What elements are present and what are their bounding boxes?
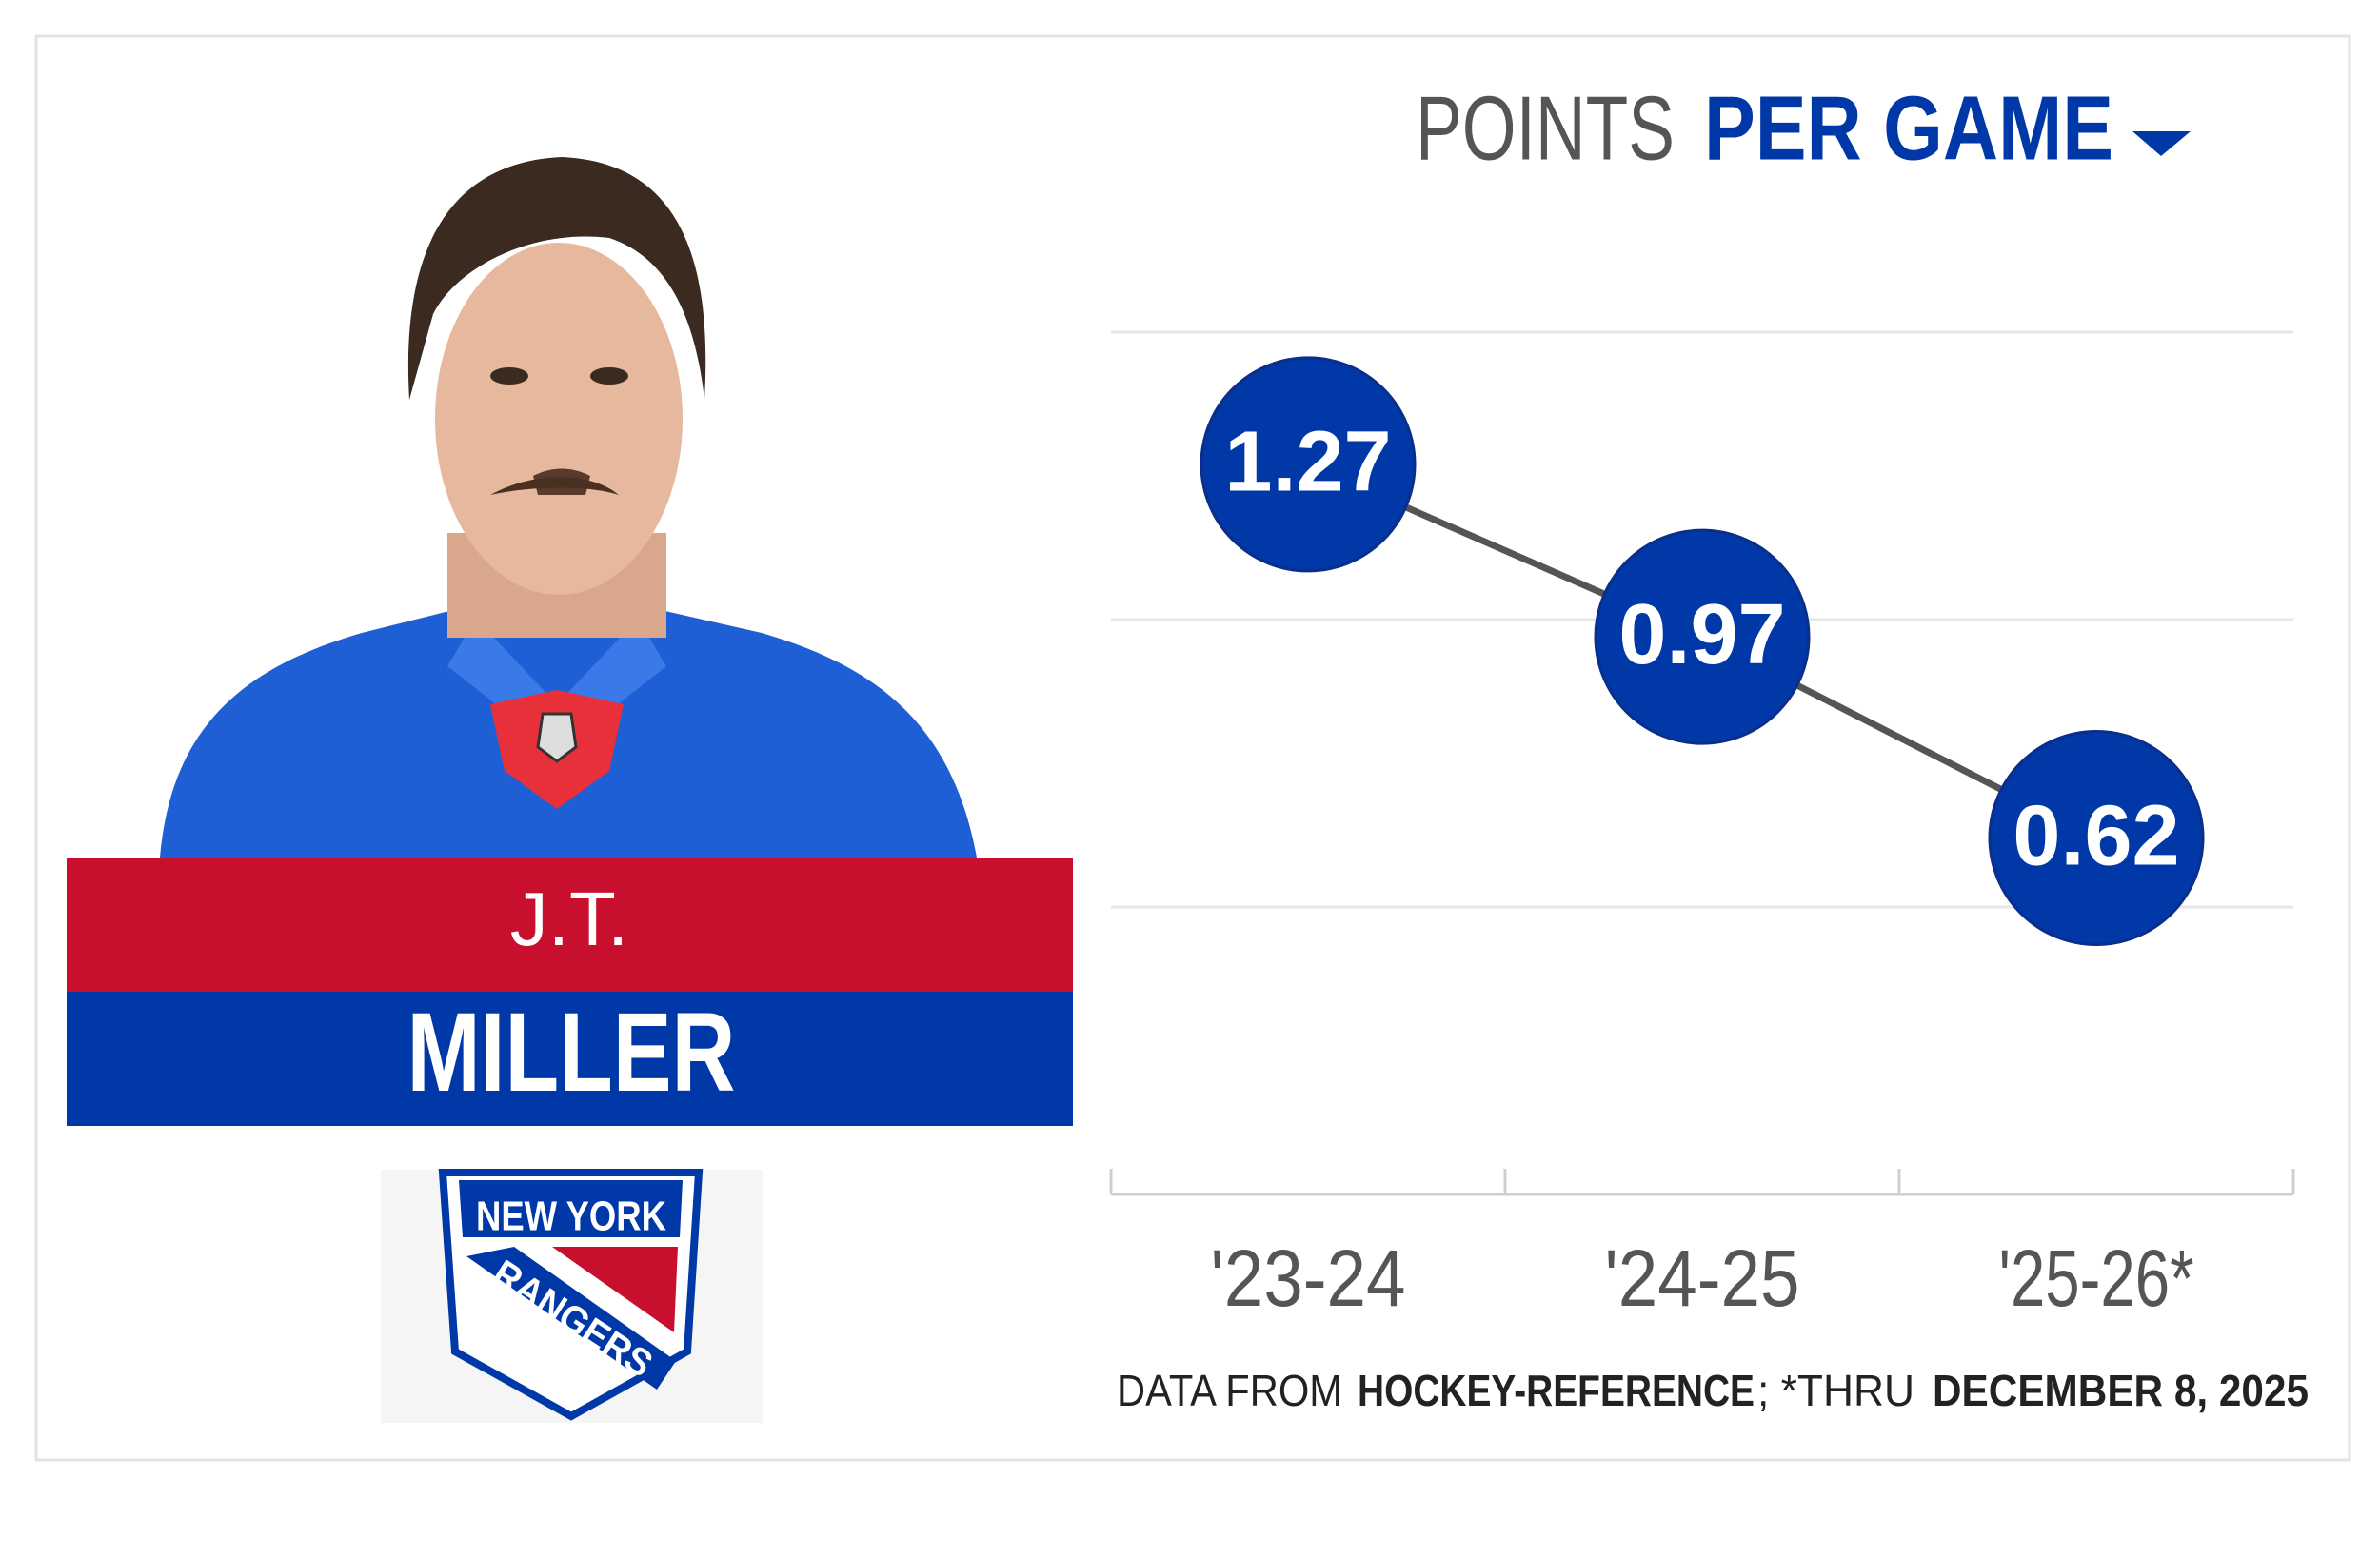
last-name-bar [67, 992, 1073, 1126]
x-tick-label: '25-26* [1999, 1233, 2194, 1323]
logo-city: NEW YORK [476, 1193, 666, 1240]
source-prefix: DATA FROM [1117, 1366, 1342, 1415]
team-logo: NEW YORK RANGERS [381, 1169, 763, 1423]
point [1200, 356, 1417, 573]
point [1594, 528, 1811, 745]
value-label: 0.62 [2013, 788, 2179, 883]
x-tick-label: '23-24 [1211, 1233, 1406, 1323]
last-name: MILLER [407, 990, 736, 1115]
source-site: HOCKEY-REFERENCE [1358, 1366, 1755, 1415]
dropdown-arrow[interactable] [2132, 131, 2191, 156]
player-photo [160, 157, 977, 858]
source-date: DECEMBER 8, 2025 [1933, 1366, 2309, 1415]
first-name-bar [67, 858, 1073, 992]
value-label: 0.97 [1618, 587, 1785, 682]
source-note: ; *THRU [1757, 1366, 1914, 1415]
chart-title: POINTS [1416, 77, 1675, 179]
x-tick-label: '24-25 [1605, 1233, 1800, 1323]
value-label: 1.27 [1224, 415, 1391, 510]
chart-title-highlight[interactable]: PER GAME [1704, 77, 2113, 179]
first-name: J.T. [510, 877, 628, 961]
point [1988, 730, 2205, 947]
